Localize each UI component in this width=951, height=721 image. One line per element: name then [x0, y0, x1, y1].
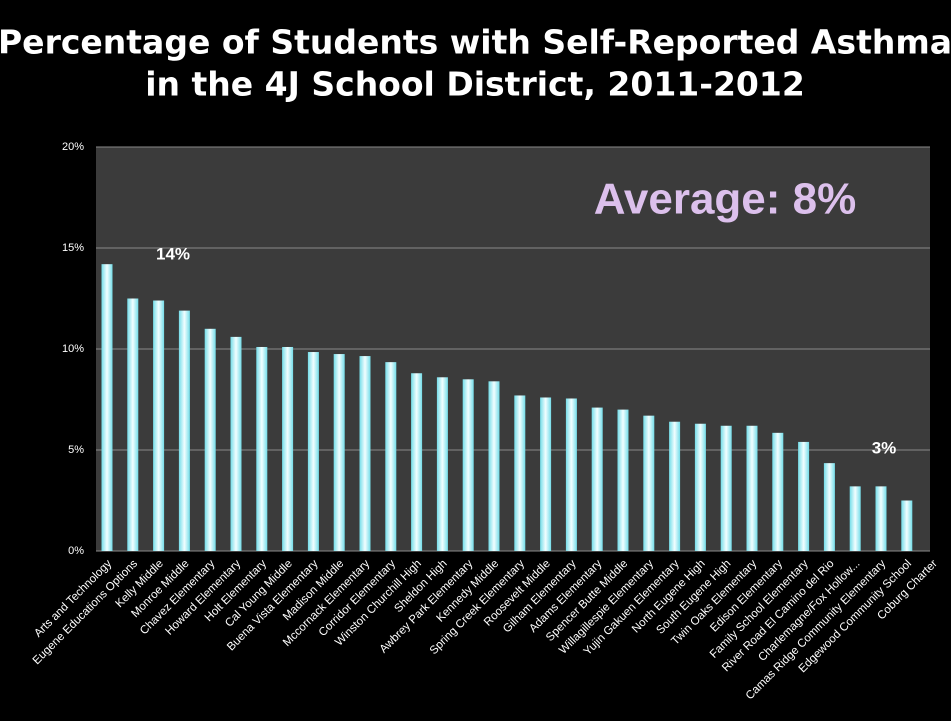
bar — [591, 407, 603, 551]
chart-title: Percentage of Students with Self-Reporte… — [0, 23, 951, 62]
bar — [901, 500, 913, 551]
bar — [488, 381, 500, 551]
bar — [359, 356, 371, 551]
bar — [101, 264, 113, 551]
bar — [282, 346, 294, 551]
bar — [411, 373, 423, 551]
bar — [230, 336, 242, 551]
bar — [669, 421, 681, 551]
bar — [772, 432, 784, 551]
chart-title: in the 4J School District, 2011-2012 — [145, 65, 805, 104]
bar — [514, 395, 526, 551]
y-tick-label: 0% — [68, 545, 84, 557]
average-annotation: Average: 8% — [594, 175, 857, 224]
bar — [849, 486, 861, 551]
bar — [823, 463, 835, 551]
bar — [204, 328, 216, 551]
annotation: 3% — [872, 438, 897, 457]
bar — [127, 298, 139, 551]
annotation: 14% — [156, 244, 190, 263]
y-tick-label: 5% — [68, 444, 84, 456]
bar — [462, 379, 474, 551]
bar — [436, 377, 448, 551]
bar — [875, 486, 887, 551]
y-tick-label: 10% — [62, 343, 84, 355]
bar — [643, 415, 655, 551]
bar — [565, 398, 577, 551]
bar — [746, 425, 758, 551]
bar — [333, 354, 345, 551]
bar — [385, 362, 397, 551]
bar — [798, 441, 810, 551]
bar — [720, 425, 732, 551]
bar — [617, 409, 629, 551]
bar — [307, 352, 319, 551]
bar — [256, 346, 268, 551]
y-tick-label: 15% — [62, 242, 84, 254]
y-tick-label: 20% — [62, 141, 84, 153]
bar — [540, 397, 552, 551]
bar — [153, 300, 165, 551]
bar — [178, 310, 190, 551]
bar — [694, 423, 706, 551]
